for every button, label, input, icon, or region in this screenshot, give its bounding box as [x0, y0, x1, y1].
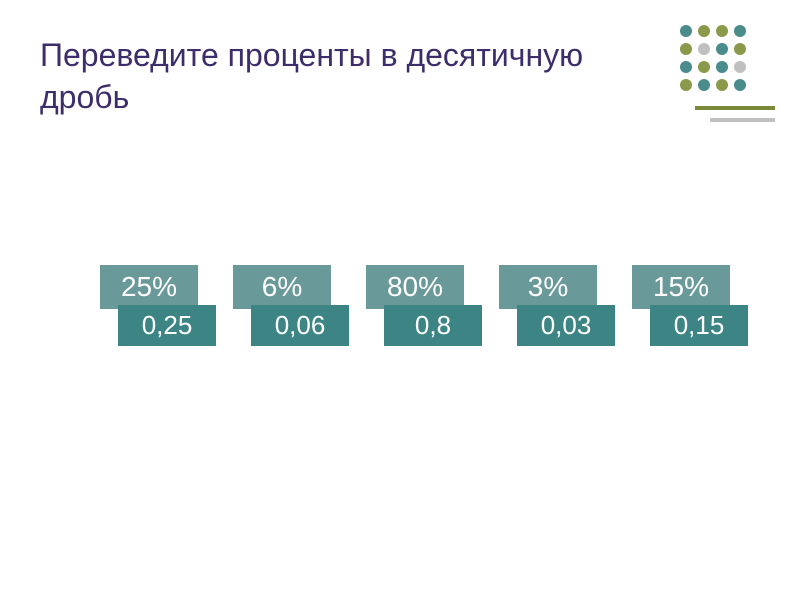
- corner-decoration: [680, 25, 775, 160]
- percent-pair: 25% 0,25: [100, 265, 208, 350]
- decor-dot: [680, 43, 692, 55]
- decor-dot: [698, 25, 710, 37]
- decor-dot: [680, 25, 692, 37]
- decor-lines: [680, 106, 775, 122]
- percent-pair: 3% 0,03: [499, 265, 607, 350]
- decor-dot: [734, 25, 746, 37]
- decor-dot: [698, 43, 710, 55]
- decor-line: [710, 118, 775, 122]
- percent-pair: 6% 0,06: [233, 265, 341, 350]
- percent-box: 25%: [100, 265, 198, 309]
- percent-box: 15%: [632, 265, 730, 309]
- decor-dot: [680, 79, 692, 91]
- percent-pair: 80% 0,8: [366, 265, 474, 350]
- decor-dot: [734, 79, 746, 91]
- decor-line: [695, 106, 775, 110]
- decimal-box: 0,06: [251, 305, 349, 346]
- percent-box: 80%: [366, 265, 464, 309]
- decimal-box: 0,25: [118, 305, 216, 346]
- decor-dot: [698, 79, 710, 91]
- decor-dot: [716, 43, 728, 55]
- decor-dot: [680, 61, 692, 73]
- decimal-box: 0,8: [384, 305, 482, 346]
- slide-title: Переведите проценты в десятичную дробь: [40, 35, 660, 118]
- decimal-box: 0,15: [650, 305, 748, 346]
- decor-dot: [716, 79, 728, 91]
- decimal-box: 0,03: [517, 305, 615, 346]
- decor-dot: [698, 61, 710, 73]
- percent-box: 3%: [499, 265, 597, 309]
- pairs-container: 25% 0,25 6% 0,06 80% 0,8 3% 0,03 15% 0,1…: [100, 265, 740, 350]
- decor-dot: [716, 25, 728, 37]
- dot-grid: [680, 25, 775, 91]
- decor-dot: [734, 61, 746, 73]
- decor-dot: [716, 61, 728, 73]
- percent-box: 6%: [233, 265, 331, 309]
- percent-pair: 15% 0,15: [632, 265, 740, 350]
- decor-dot: [734, 43, 746, 55]
